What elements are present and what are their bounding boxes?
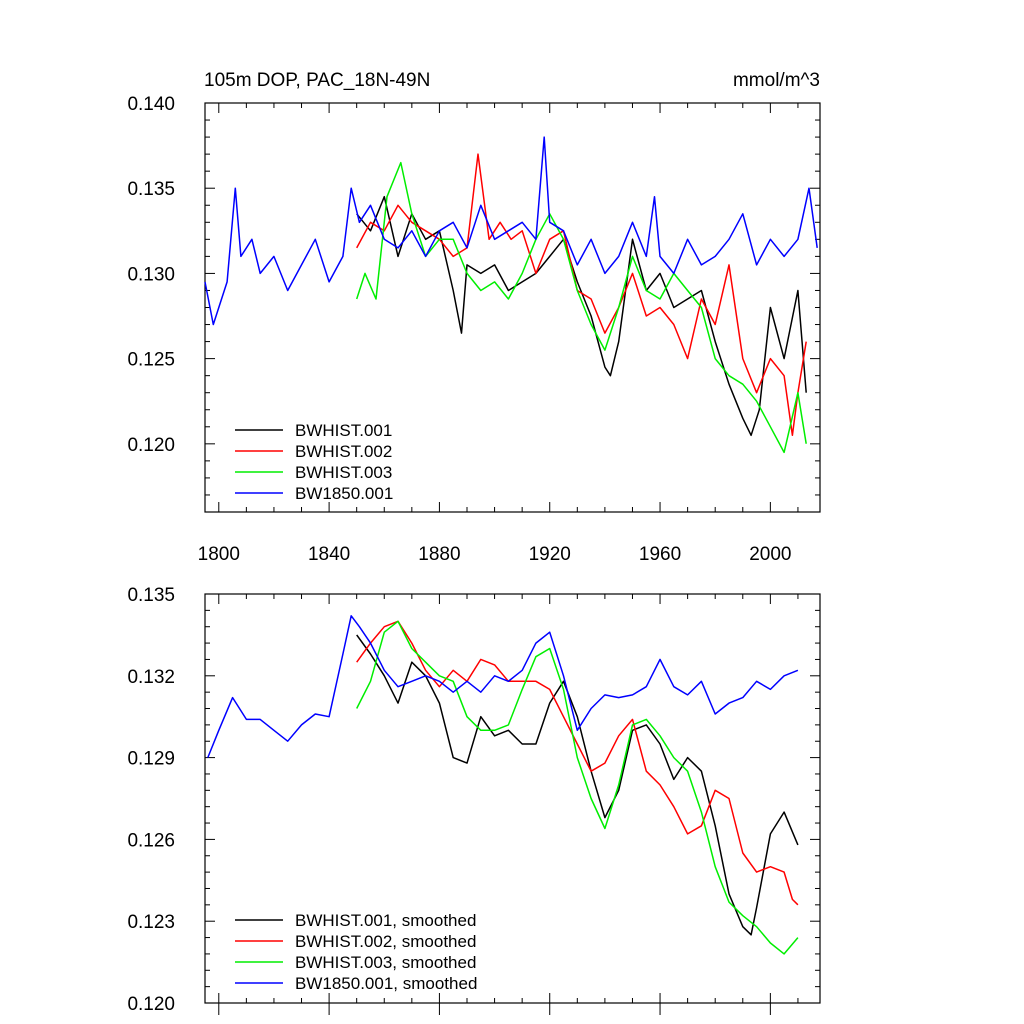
series-line-bwhist-002 — [356, 153, 807, 437]
y-tick-label: 0.135 — [127, 585, 175, 606]
y-tick-label: 0.135 — [127, 179, 175, 200]
legend-label: BWHIST.002 — [295, 442, 392, 461]
y-tick-label: 0.140 — [127, 94, 175, 115]
legend-label: BWHIST.002, smoothed — [295, 932, 476, 951]
y-tick-label: 0.132 — [127, 667, 175, 688]
x-tick-label: 1920 — [529, 544, 571, 565]
y-tick-label: 0.130 — [127, 264, 175, 285]
series-line-bwhist-003 — [355, 161, 807, 454]
legend-label: BWHIST.001 — [295, 421, 392, 440]
y-tick-label: 0.120 — [127, 994, 175, 1015]
x-tick-label: 1840 — [308, 544, 350, 565]
series-line-bw1850-001 — [204, 136, 818, 326]
y-tick-label: 0.120 — [127, 435, 175, 456]
plot-frame — [204, 593, 821, 1004]
units-label: mmol/m^3 — [733, 70, 820, 91]
legend-label: BW1850.001 — [295, 484, 393, 503]
x-tick-label: 1880 — [418, 544, 460, 565]
chart-title: 105m DOP, PAC_18N-49N — [204, 70, 430, 91]
series-line-bwhist-002-smoothed — [356, 620, 799, 906]
series-line-bwhist-001 — [356, 195, 807, 437]
x-tick-label: 1800 — [198, 544, 240, 565]
series-line-bw1850-001-smoothed — [207, 615, 799, 758]
y-tick-label: 0.125 — [127, 350, 175, 371]
legend-label: BWHIST.003, smoothed — [295, 953, 476, 972]
bottom-panel: 0.120 0.123 0.126 0.129 0.132 0.135 BWHIST.001… — [127, 585, 821, 1015]
series-line-bwhist-003-smoothed — [356, 620, 799, 955]
series-line-bwhist-001-smoothed — [356, 634, 799, 936]
legend-label: BWHIST.001, smoothed — [295, 911, 476, 930]
y-tick-label: 0.126 — [127, 830, 175, 851]
legend-label: BW1850.001, smoothed — [295, 974, 477, 993]
x-tick-label: 2000 — [749, 544, 791, 565]
x-tick-label: 1960 — [639, 544, 681, 565]
legend-label: BWHIST.003 — [295, 463, 392, 482]
y-tick-label: 0.129 — [127, 749, 175, 770]
top-panel: 105m DOP, PAC_18N-49N mmol/m^3 0.120 0.12… — [127, 70, 821, 565]
y-tick-label: 0.123 — [127, 912, 175, 933]
